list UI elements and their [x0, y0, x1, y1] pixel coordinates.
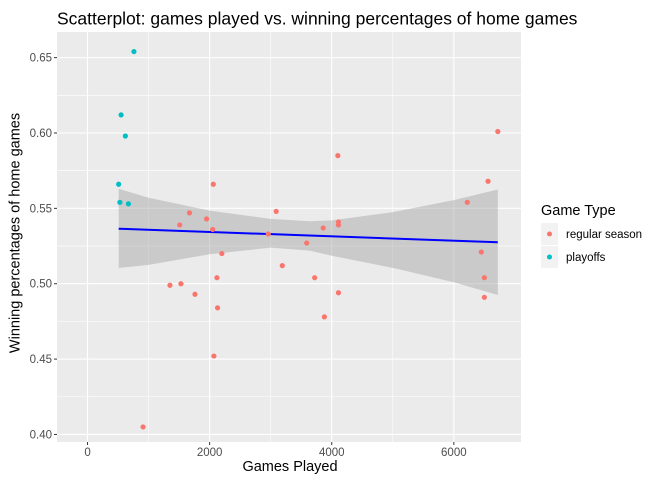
- point-playoffs: [118, 112, 124, 118]
- point-regular-season: [485, 178, 491, 184]
- y-tick-label: 0.60: [30, 128, 52, 140]
- point-regular-season: [178, 281, 184, 287]
- y-tick-label: 0.45: [30, 354, 52, 366]
- y-tick-label: 0.65: [30, 53, 52, 65]
- point-regular-season: [335, 222, 342, 228]
- point-playoffs: [122, 133, 128, 139]
- legend-label-regular-season: regular season: [566, 229, 642, 241]
- point-regular-season: [312, 275, 318, 281]
- point-regular-season: [304, 240, 310, 246]
- point-regular-season: [192, 291, 198, 297]
- point-regular-season: [279, 263, 285, 269]
- y-tick-label: 0.50: [30, 279, 52, 291]
- point-regular-season: [495, 128, 501, 135]
- legend: Game Type regular season playoffs: [541, 203, 642, 268]
- x-tick-label: 0: [84, 447, 90, 459]
- legend-item-playoffs: playoffs: [541, 246, 606, 268]
- point-regular-season: [214, 275, 220, 281]
- y-tick-label: 0.55: [30, 203, 52, 215]
- point-regular-season: [464, 199, 470, 205]
- legend-swatch-playoffs: [547, 254, 552, 260]
- point-regular-season: [219, 250, 225, 257]
- point-regular-season: [478, 249, 484, 255]
- point-regular-season: [210, 226, 216, 233]
- x-axis-title: Games Played: [242, 459, 337, 475]
- point-playoffs: [125, 201, 132, 207]
- regression-line: [118, 227, 498, 244]
- legend-item-regular-season: regular season: [541, 223, 642, 245]
- point-regular-season: [320, 225, 326, 231]
- x-tick-label: 6000: [441, 447, 467, 459]
- point-regular-season: [273, 208, 279, 214]
- point-regular-season: [321, 314, 328, 320]
- point-regular-season: [211, 353, 217, 359]
- point-playoffs: [131, 48, 137, 55]
- point-regular-season: [167, 282, 173, 288]
- y-tick-label: 0.40: [30, 429, 52, 441]
- point-regular-season: [177, 222, 183, 228]
- point-playoffs: [116, 181, 122, 187]
- point-regular-season: [214, 305, 221, 311]
- y-axis-title: Winning percentages of home games: [8, 113, 24, 353]
- plot-panel: [57, 32, 521, 442]
- minor-gridlines: [57, 32, 521, 442]
- regression-line-layer: [118, 227, 498, 244]
- point-regular-season: [335, 290, 342, 296]
- point-regular-season: [481, 294, 487, 300]
- x-tick-label: 4000: [319, 447, 345, 459]
- point-regular-season: [335, 153, 341, 159]
- point-regular-season: [481, 275, 487, 281]
- legend-title: Game Type: [541, 203, 616, 219]
- legend-label-playoffs: playoffs: [566, 252, 606, 264]
- legend-swatch-regular-season: [547, 231, 552, 237]
- point-regular-season: [203, 216, 210, 222]
- y-axis: 0.40 0.45 0.50 0.55 0.60 0.65: [30, 53, 57, 441]
- point-regular-season: [210, 181, 216, 187]
- point-regular-season: [265, 231, 271, 237]
- point-regular-season: [140, 424, 146, 430]
- chart-title: Scatterplot: games played vs. winning pe…: [57, 9, 578, 29]
- x-tick-label: 2000: [197, 447, 223, 459]
- point-regular-season: [186, 210, 193, 216]
- data-points: [116, 48, 501, 430]
- x-axis: 0 2000 4000 6000: [84, 442, 467, 459]
- point-playoffs: [117, 199, 123, 205]
